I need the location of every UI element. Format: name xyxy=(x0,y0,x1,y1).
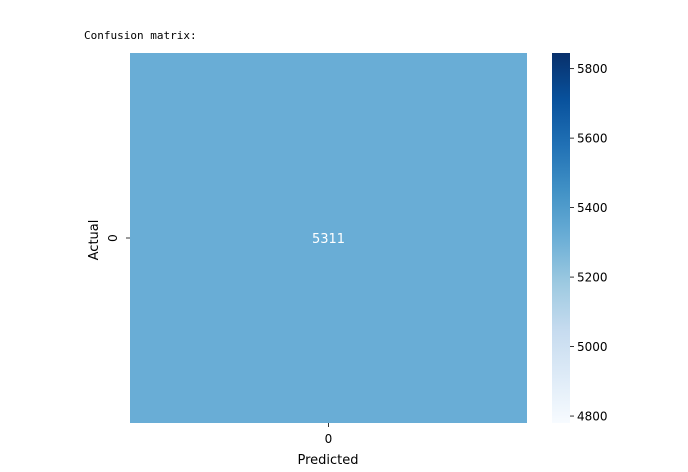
colorbar-tick-label: 5000 xyxy=(577,340,608,354)
heatmap-cell xyxy=(130,53,527,423)
y-tick-label: 0 xyxy=(106,234,120,242)
y-axis-label: Actual xyxy=(87,220,102,261)
colorbar-tick-label: 5200 xyxy=(577,271,608,285)
x-axis-label: Predicted xyxy=(297,453,358,468)
colorbar-tick-label: 5800 xyxy=(577,62,608,76)
x-tick-label: 0 xyxy=(325,432,333,446)
colorbar xyxy=(552,53,570,423)
colorbar-tick-label: 5400 xyxy=(577,201,608,215)
caption-text: Confusion matrix: xyxy=(84,29,197,42)
cell-annotation: 5311 xyxy=(312,232,345,247)
colorbar-tick-label: 4800 xyxy=(577,410,608,424)
colorbar-tick-label: 5600 xyxy=(577,132,608,146)
